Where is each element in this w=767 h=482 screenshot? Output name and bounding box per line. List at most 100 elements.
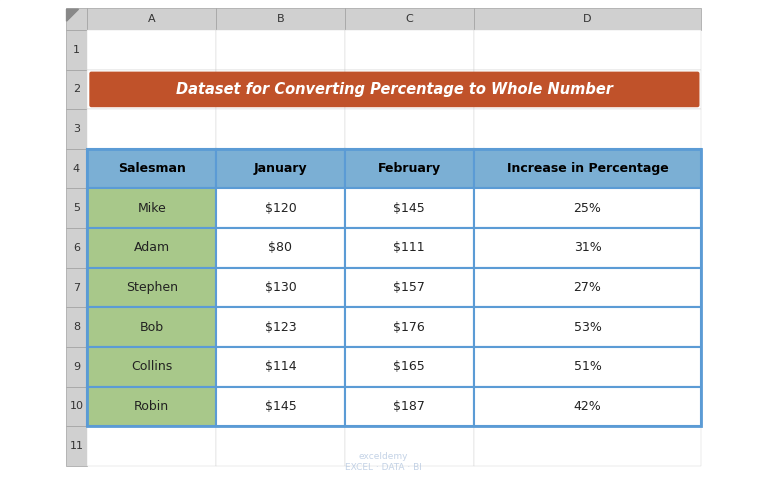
Bar	[65, 30, 87, 69]
Bar	[474, 149, 702, 188]
Bar	[474, 387, 702, 426]
Bar	[87, 30, 216, 69]
Bar	[345, 347, 474, 387]
Bar	[216, 30, 345, 69]
Bar	[216, 69, 345, 109]
Bar	[65, 188, 87, 228]
Text: $176: $176	[393, 321, 425, 334]
Bar	[87, 268, 216, 308]
Text: $80: $80	[268, 241, 292, 254]
Text: Increase in Percentage: Increase in Percentage	[507, 162, 668, 175]
Bar	[87, 268, 216, 308]
Bar	[216, 268, 345, 308]
Bar	[345, 8, 474, 30]
Text: 5: 5	[73, 203, 80, 213]
Bar	[87, 308, 216, 347]
Bar	[345, 308, 474, 347]
Text: Bob: Bob	[140, 321, 164, 334]
Bar	[216, 149, 345, 188]
Bar	[216, 268, 345, 308]
Bar	[65, 69, 87, 109]
Bar	[474, 8, 702, 30]
Text: exceldemy
EXCEL · DATA · BI: exceldemy EXCEL · DATA · BI	[345, 452, 422, 472]
Text: February: February	[377, 162, 441, 175]
Bar	[474, 30, 702, 69]
Bar	[216, 308, 345, 347]
Bar	[216, 188, 345, 228]
Bar	[87, 69, 216, 109]
Bar	[345, 268, 474, 308]
Bar	[216, 109, 345, 149]
Bar	[345, 188, 474, 228]
Text: 53%: 53%	[574, 321, 601, 334]
Text: 27%: 27%	[574, 281, 601, 294]
Text: D: D	[583, 14, 592, 24]
Bar	[65, 228, 87, 268]
Text: $157: $157	[393, 281, 425, 294]
Bar	[345, 308, 474, 347]
Bar	[87, 149, 216, 188]
Bar	[474, 308, 702, 347]
Text: 8: 8	[73, 322, 80, 332]
Bar	[345, 268, 474, 308]
Text: $123: $123	[265, 321, 296, 334]
Bar	[474, 268, 702, 308]
Bar	[87, 347, 216, 387]
Text: B: B	[277, 14, 285, 24]
Bar	[345, 149, 474, 188]
Text: 4: 4	[73, 164, 80, 174]
Bar	[474, 308, 702, 347]
Bar	[474, 149, 702, 188]
Bar	[474, 347, 702, 387]
Bar	[216, 8, 345, 30]
Bar	[474, 228, 702, 268]
Bar	[65, 387, 87, 426]
Bar	[87, 149, 702, 426]
Bar	[87, 228, 216, 268]
Bar	[345, 109, 474, 149]
Bar	[345, 228, 474, 268]
Bar	[87, 347, 216, 387]
Bar	[474, 188, 702, 228]
Bar	[474, 268, 702, 308]
Bar	[65, 426, 87, 466]
Bar	[345, 228, 474, 268]
Bar	[65, 308, 87, 347]
Text: 11: 11	[70, 441, 84, 451]
Bar	[65, 347, 87, 387]
Bar	[345, 149, 474, 188]
Bar	[87, 308, 216, 347]
Text: $120: $120	[265, 202, 296, 215]
Bar	[474, 109, 702, 149]
Text: 10: 10	[70, 402, 84, 411]
Bar	[87, 8, 216, 30]
Bar	[87, 426, 216, 466]
Bar	[216, 387, 345, 426]
Bar	[474, 426, 702, 466]
Bar	[65, 8, 87, 30]
Bar	[65, 109, 87, 149]
Text: Dataset for Converting Percentage to Whole Number: Dataset for Converting Percentage to Who…	[176, 82, 613, 97]
Bar	[216, 228, 345, 268]
Bar	[474, 347, 702, 387]
Bar	[216, 347, 345, 387]
Text: Collins: Collins	[131, 360, 173, 373]
Bar	[345, 426, 474, 466]
Bar	[474, 387, 702, 426]
Bar	[474, 69, 702, 109]
Bar	[87, 188, 216, 228]
Bar	[216, 347, 345, 387]
Bar	[216, 188, 345, 228]
Bar	[345, 30, 474, 69]
Bar	[345, 387, 474, 426]
Text: Mike: Mike	[137, 202, 166, 215]
Bar	[87, 149, 216, 188]
Text: January: January	[254, 162, 308, 175]
Bar	[87, 228, 216, 268]
Text: Adam: Adam	[133, 241, 170, 254]
Bar	[216, 387, 345, 426]
Text: $165: $165	[393, 360, 425, 373]
Bar	[65, 268, 87, 308]
Bar	[474, 228, 702, 268]
Bar	[216, 149, 345, 188]
